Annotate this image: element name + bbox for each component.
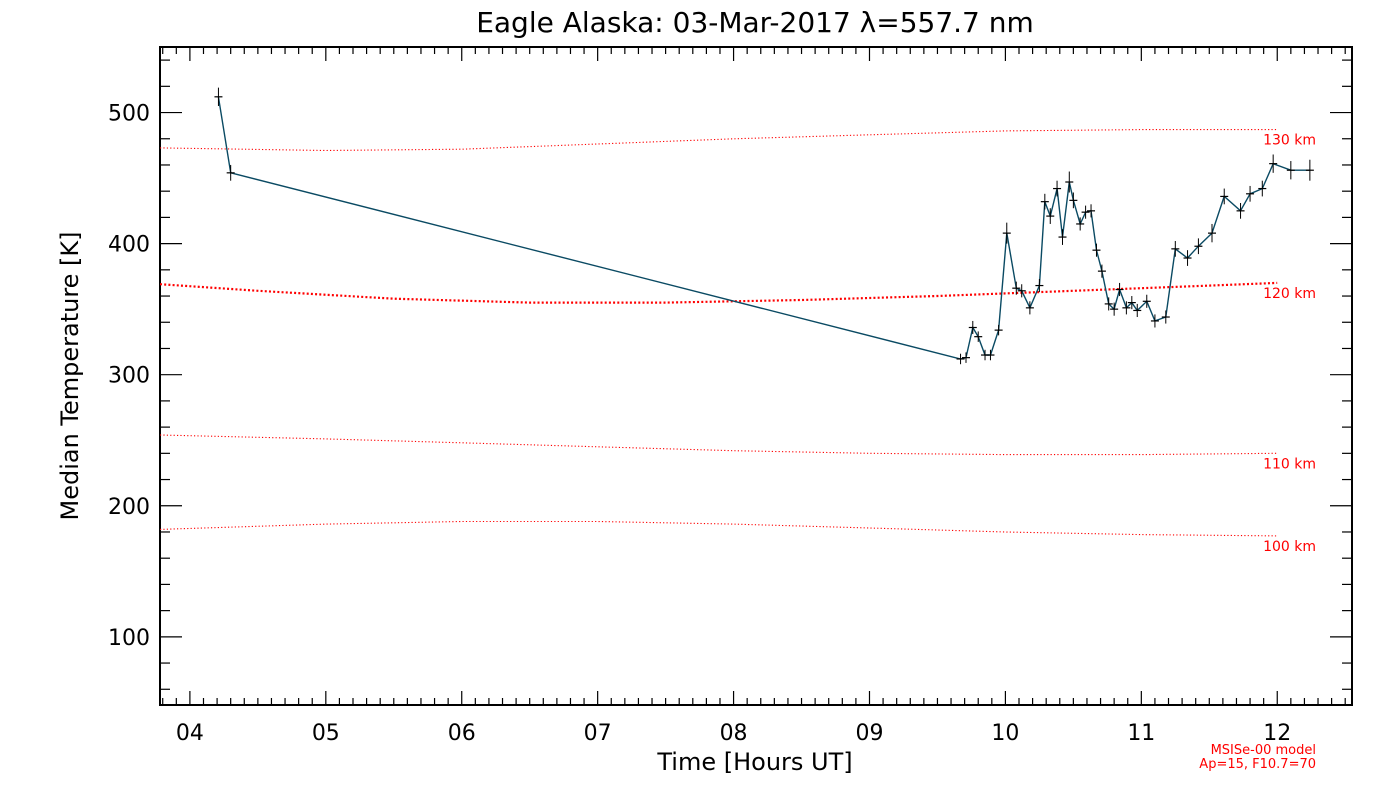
x-tick-label: 10 xyxy=(991,721,1019,746)
data-point xyxy=(1258,180,1267,197)
y-tick-label: 400 xyxy=(108,233,150,258)
model-curve-label: 120 km xyxy=(1263,286,1316,302)
series-line xyxy=(217,96,1310,360)
data-point xyxy=(1025,301,1034,315)
model-curve-label: 100 km xyxy=(1263,539,1316,555)
data-point xyxy=(1081,205,1090,219)
y-tick-label: 500 xyxy=(108,102,150,127)
x-tick-label: 04 xyxy=(176,721,204,746)
x-tick-label: 07 xyxy=(584,721,612,746)
data-point xyxy=(956,353,965,365)
data-point xyxy=(1097,264,1106,278)
data-point xyxy=(1305,159,1314,181)
data-point xyxy=(1208,223,1217,243)
data-point xyxy=(1236,202,1245,219)
y-axis-title: Median Temperature [K] xyxy=(56,231,84,520)
model-curve-label: 110 km xyxy=(1263,456,1316,472)
plot-frame xyxy=(159,46,1353,706)
data-point xyxy=(1220,188,1229,205)
data-point xyxy=(1150,314,1159,328)
data-point xyxy=(1035,279,1044,293)
x-tick-label: 11 xyxy=(1127,721,1155,746)
data-point xyxy=(1161,310,1170,324)
data-point xyxy=(1046,208,1055,224)
y-tick-label: 200 xyxy=(108,495,150,520)
data-point xyxy=(1122,301,1131,315)
y-tick-label: 300 xyxy=(108,364,150,389)
data-point xyxy=(1076,217,1085,231)
data-point xyxy=(1133,303,1142,318)
data-point xyxy=(1183,250,1192,266)
chart-title: Eagle Alaska: 03-Mar-2017 λ=557.7 nm xyxy=(476,6,1034,39)
data-point xyxy=(1040,193,1049,210)
model-curves: 130 km 120 km 110 km 100 km xyxy=(159,129,1316,555)
data-point xyxy=(1171,240,1180,257)
model-params-note: Ap=15, F10.7=70 xyxy=(1199,757,1316,772)
data-point xyxy=(1110,302,1119,316)
data-point xyxy=(1058,229,1067,245)
data-point xyxy=(968,320,977,335)
data-point xyxy=(226,164,235,181)
data-point xyxy=(1065,171,1074,193)
model-curve-label: 130 km xyxy=(1263,133,1316,149)
data-series xyxy=(214,87,1314,365)
x-axis-title: Time [Hours UT] xyxy=(656,748,852,776)
data-point xyxy=(1115,282,1124,297)
model-curve xyxy=(159,434,1278,456)
data-point xyxy=(994,324,1003,336)
data-point xyxy=(974,331,983,342)
data-point xyxy=(1104,297,1113,311)
x-tick-label: 05 xyxy=(312,721,340,746)
data-point xyxy=(961,352,970,363)
x-tick-label: 08 xyxy=(720,721,748,746)
x-tick-label: 09 xyxy=(855,721,883,746)
axis-ticks: 04 05 06 07 08 09 10 11 12 100 200 300 400 500 xyxy=(108,47,1352,746)
data-point xyxy=(1012,281,1021,295)
data-point xyxy=(1002,222,1011,244)
data-point xyxy=(1127,296,1136,310)
data-point xyxy=(1017,284,1026,298)
x-tick-label: 12 xyxy=(1263,721,1291,746)
data-point xyxy=(1053,180,1062,197)
data-point xyxy=(1194,238,1203,255)
model-curve xyxy=(159,281,1278,304)
x-tick-label: 06 xyxy=(448,721,476,746)
model-name-note: MSISe-00 model xyxy=(1211,743,1316,758)
model-curve xyxy=(159,129,1278,152)
model-curve xyxy=(159,520,1278,537)
y-tick-label: 100 xyxy=(108,626,150,651)
data-point xyxy=(1087,204,1096,218)
data-point xyxy=(1092,243,1101,257)
data-point xyxy=(1069,192,1078,209)
data-point xyxy=(214,87,223,106)
data-point xyxy=(1269,154,1278,173)
data-point xyxy=(986,349,995,361)
data-point xyxy=(1246,185,1255,202)
data-point xyxy=(1142,294,1151,308)
data-point xyxy=(1286,161,1295,180)
